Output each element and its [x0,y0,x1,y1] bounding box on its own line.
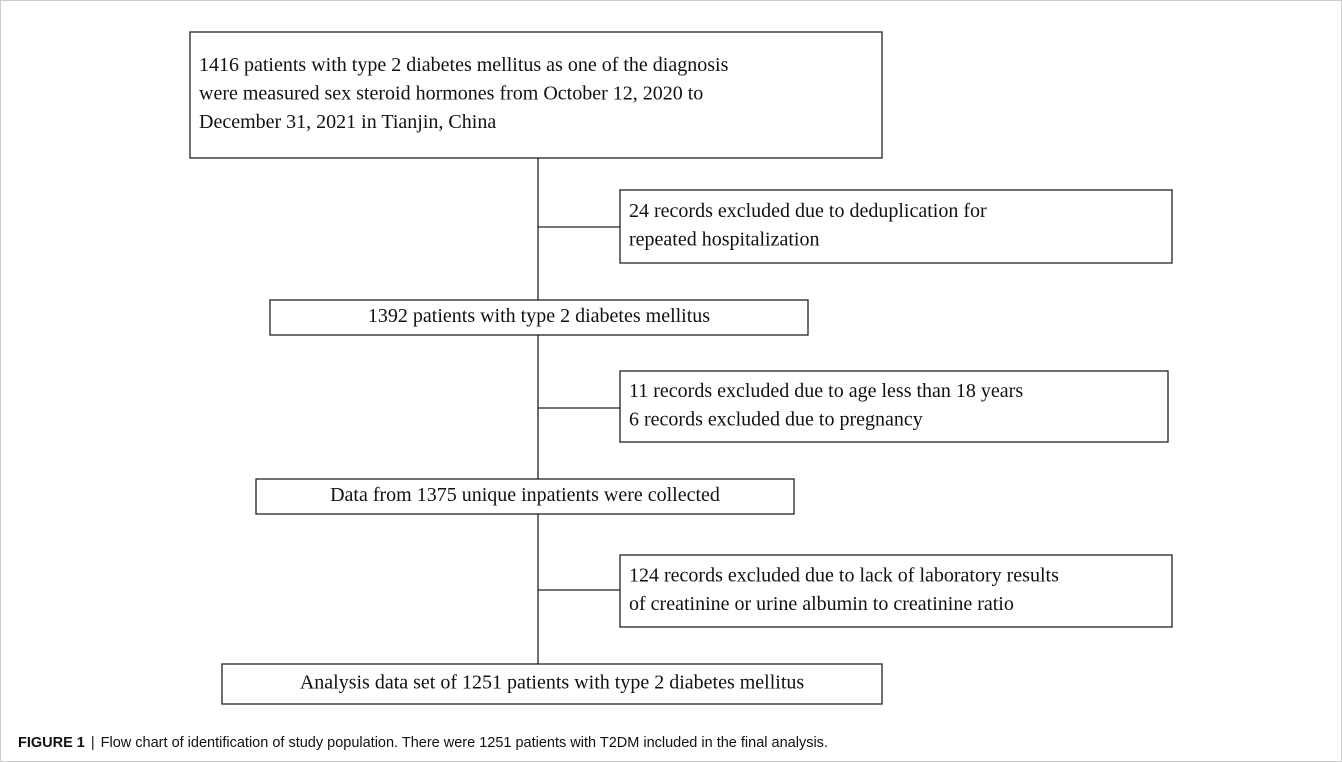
box-text: 24 records excluded due to deduplication… [629,200,987,222]
box-text: 1392 patients with type 2 diabetes melli… [368,305,710,327]
box-text: Analysis data set of 1251 patients with … [300,672,805,694]
box-text: 1416 patients with type 2 diabetes melli… [199,54,729,76]
flow-box [619,554,1173,628]
caption-label: FIGURE 1 [18,735,85,751]
box-text: December 31, 2021 in Tianjin, China [199,111,496,133]
caption-separator: | [91,735,95,751]
nodes: 1416 patients with type 2 diabetes melli… [189,31,1173,705]
box-text: of creatinine or urine albumin to creati… [629,593,1014,615]
caption: FIGURE 1 | Flow chart of identification of… [18,735,828,751]
box-text: 124 records excluded due to lack of labo… [629,564,1059,586]
flow-box [189,31,883,159]
flow-box [619,189,1173,264]
flow-box [255,478,795,515]
caption-text: Flow chart of identification of study po… [101,735,828,751]
box-text: were measured sex steroid hormones from … [199,83,703,105]
flow-box [619,370,1169,443]
box-text: 6 records excluded due to pregnancy [629,408,923,430]
box-text: repeated hospitalization [629,228,819,250]
flow-box [269,299,809,336]
box-text: 11 records excluded due to age less than… [629,380,1023,402]
box-text: Data from 1375 unique inpatients were co… [330,484,720,506]
flow-box [221,663,883,705]
